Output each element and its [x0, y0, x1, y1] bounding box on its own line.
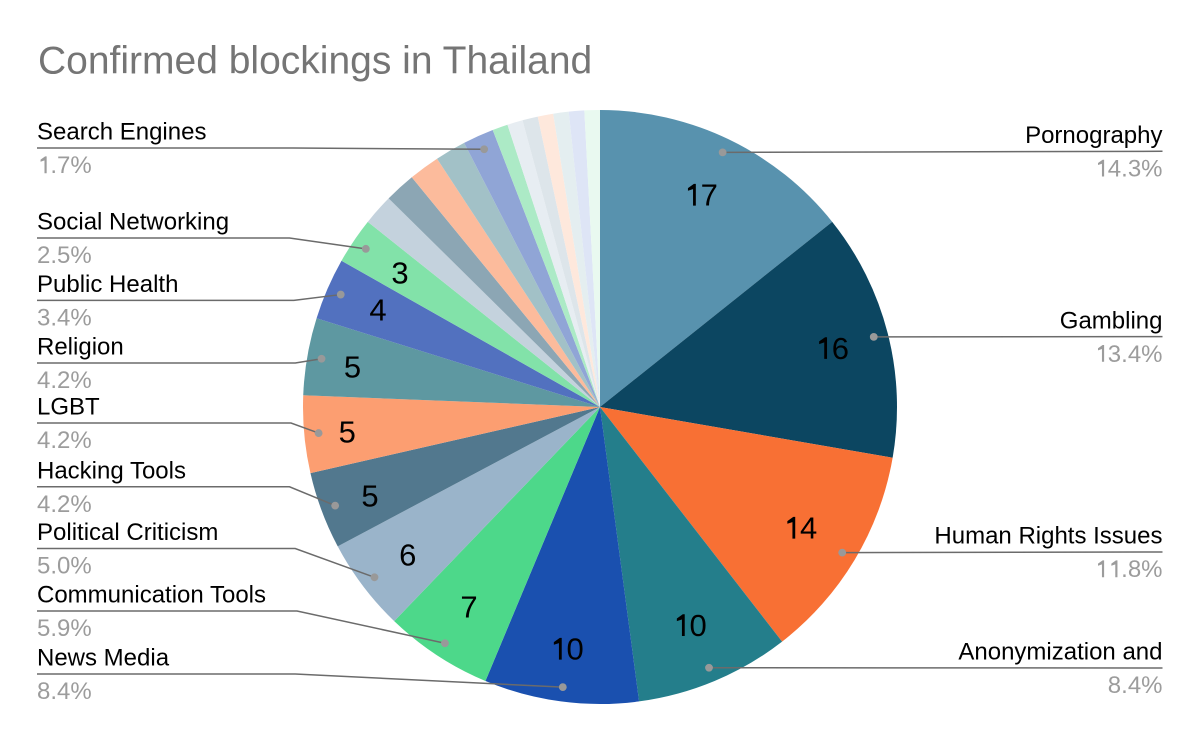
svg-text:2: 2 [37, 242, 50, 269]
svg-text:0: 0 [567, 632, 584, 667]
svg-text:4: 4 [57, 305, 70, 332]
svg-text:8: 8 [37, 678, 50, 705]
svg-text:0: 0 [57, 553, 70, 580]
svg-text:4: 4 [1128, 341, 1141, 368]
svg-text:Public Health: Public Health [37, 271, 178, 298]
svg-text:.: . [1121, 556, 1128, 583]
svg-text:Confirmed blockings in Thailan: Confirmed blockings in Thailand [38, 40, 592, 83]
svg-text:Human Rights Issues: Human Rights Issues [934, 523, 1162, 550]
svg-text:5: 5 [57, 242, 70, 269]
svg-text:%: % [70, 242, 91, 269]
svg-text:5: 5 [339, 415, 356, 450]
svg-text:7: 7 [460, 590, 477, 625]
svg-text:%: % [70, 152, 91, 179]
svg-text:.: . [50, 152, 57, 179]
svg-text:.: . [50, 305, 57, 332]
svg-text:%: % [1141, 556, 1162, 583]
svg-text:%: % [70, 305, 91, 332]
svg-text:.: . [50, 615, 57, 642]
svg-text:8: 8 [1128, 556, 1141, 583]
svg-text:.: . [1121, 672, 1128, 699]
svg-text:0: 0 [690, 608, 707, 643]
svg-text:4: 4 [37, 367, 50, 394]
svg-text:6: 6 [832, 331, 849, 366]
svg-text:3: 3 [37, 305, 50, 332]
svg-text:%: % [70, 367, 91, 394]
svg-text:News Media: News Media [37, 645, 170, 672]
svg-text:7: 7 [57, 152, 70, 179]
svg-text:.: . [50, 367, 57, 394]
svg-text:4: 4 [37, 427, 50, 454]
svg-text:2: 2 [57, 427, 70, 454]
svg-text:Hacking Tools: Hacking Tools [37, 458, 186, 485]
svg-text:5: 5 [37, 615, 50, 642]
svg-text:Communication Tools: Communication Tools [37, 582, 266, 609]
svg-text:7: 7 [701, 178, 718, 213]
svg-text:3: 3 [1108, 341, 1121, 368]
svg-text:4: 4 [57, 678, 70, 705]
svg-text:8: 8 [1108, 672, 1121, 699]
svg-text:%: % [70, 491, 91, 518]
svg-text:9: 9 [57, 615, 70, 642]
svg-text:3: 3 [391, 256, 408, 291]
svg-text:%: % [70, 615, 91, 642]
svg-text:5: 5 [37, 553, 50, 580]
svg-text:4: 4 [37, 491, 50, 518]
svg-text:Political Criticism: Political Criticism [37, 519, 218, 546]
svg-text:%: % [1141, 672, 1162, 699]
svg-text:2: 2 [57, 367, 70, 394]
svg-text:Anonymization and: Anonymization and [958, 639, 1162, 666]
svg-text:Religion: Religion [37, 334, 124, 361]
svg-text:%: % [70, 553, 91, 580]
svg-text:2: 2 [57, 491, 70, 518]
svg-text:6: 6 [399, 538, 416, 573]
svg-text:.: . [50, 678, 57, 705]
svg-text:Search Engines: Search Engines [37, 119, 206, 146]
svg-text:4: 4 [1128, 672, 1141, 699]
svg-text:.: . [50, 427, 57, 454]
svg-text:LGBT: LGBT [37, 394, 100, 421]
svg-text:5: 5 [361, 479, 378, 514]
svg-text:4: 4 [1108, 156, 1121, 183]
svg-text:Pornography: Pornography [1025, 122, 1162, 149]
svg-text:4: 4 [800, 511, 817, 546]
svg-text:%: % [70, 678, 91, 705]
svg-text:.: . [50, 242, 57, 269]
svg-text:%: % [1141, 341, 1162, 368]
svg-text:%: % [1141, 156, 1162, 183]
svg-text:%: % [70, 427, 91, 454]
svg-text:.: . [50, 491, 57, 518]
svg-text:3: 3 [1128, 156, 1141, 183]
svg-text:Gambling: Gambling [1060, 307, 1163, 334]
svg-text:Social Networking: Social Networking [37, 209, 229, 236]
svg-text:.: . [1121, 156, 1128, 183]
svg-text:4: 4 [369, 293, 386, 328]
svg-text:.: . [1121, 341, 1128, 368]
svg-text:5: 5 [344, 350, 361, 385]
svg-text:.: . [50, 553, 57, 580]
